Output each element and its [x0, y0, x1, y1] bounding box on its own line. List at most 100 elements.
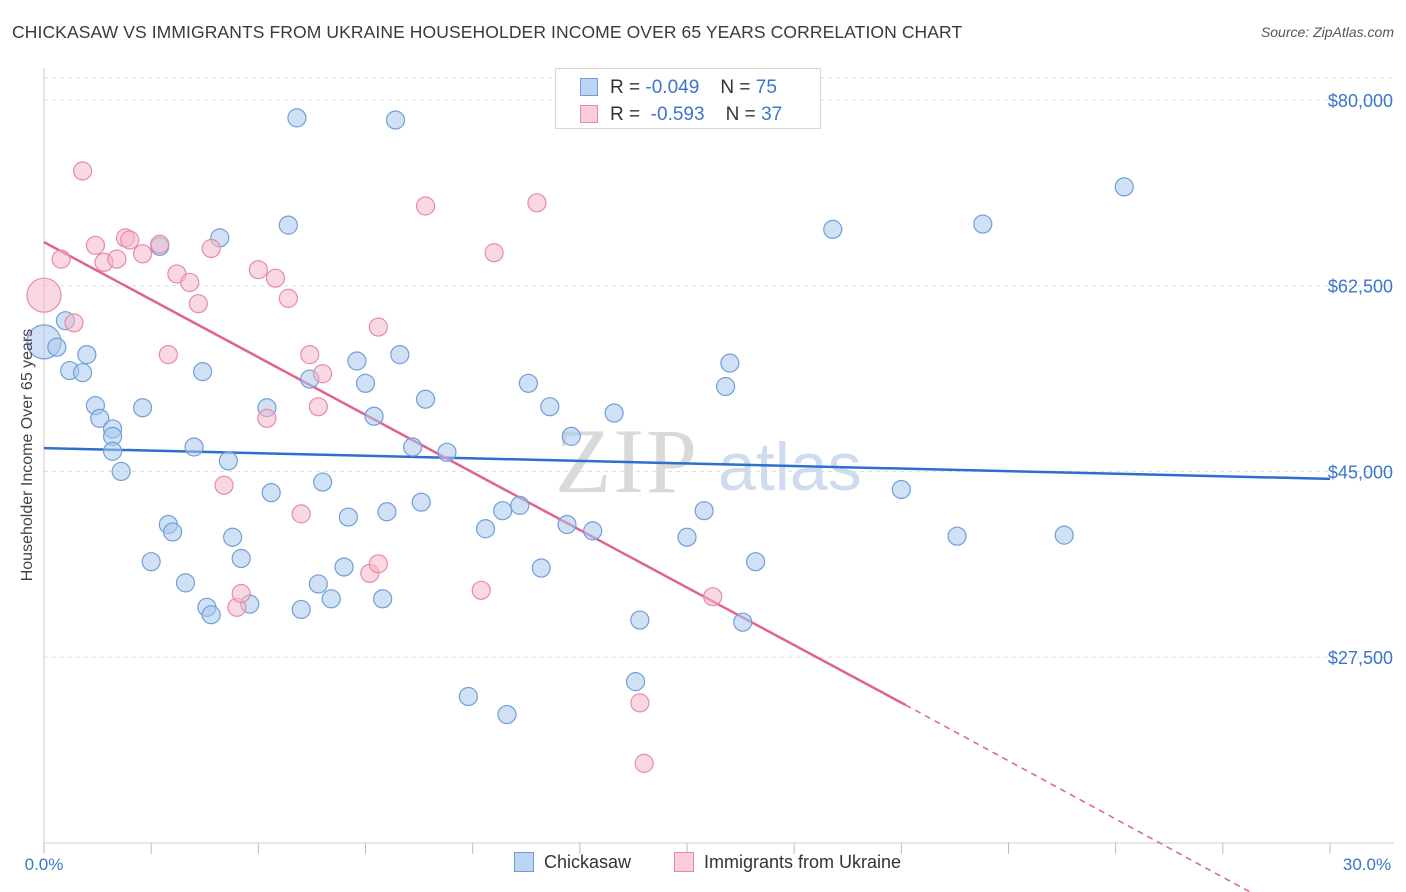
data-point-chickasaw [891, 479, 911, 500]
legend-r-label: R = [610, 77, 641, 98]
data-point-chickasaw [278, 215, 298, 235]
data-point-chickasaw [308, 574, 328, 594]
data-point-ukraine [107, 249, 127, 269]
data-point-ukraine [158, 345, 178, 365]
y-axis-label: Householder Income Over 65 years [19, 329, 36, 582]
data-point-chickasaw [694, 501, 714, 521]
data-point-ukraine [484, 243, 504, 263]
data-point-chickasaw [175, 573, 196, 593]
data-point-ukraine [257, 408, 277, 428]
data-point-chickasaw [540, 397, 560, 417]
data-point-ukraine [51, 249, 71, 269]
data-point-ukraine [248, 260, 268, 280]
data-point-chickasaw [201, 605, 221, 625]
data-point-ukraine [630, 693, 650, 713]
trend-line-ukraine-extrapolated [905, 704, 1252, 892]
data-point-ukraine [313, 364, 333, 384]
x-tick-label-max: 30.0% [1343, 855, 1391, 874]
data-point-ukraine [291, 504, 311, 524]
stats-legend: R = -0.049 N = 75 R = -0.593 N = 37 [555, 68, 821, 129]
bottom-legend-ukraine: Immigrants from Ukraine [674, 852, 901, 873]
source-label: Source: ZipAtlas.com [1260, 24, 1394, 40]
points-chickasaw [26, 108, 1134, 725]
data-point-chickasaw [72, 363, 93, 383]
data-point-chickasaw [47, 337, 67, 357]
data-point-ukraine [201, 238, 221, 259]
data-point-chickasaw [475, 519, 496, 539]
data-point-chickasaw [231, 548, 251, 569]
data-point-ukraine [85, 235, 106, 255]
data-point-chickasaw [102, 441, 123, 461]
data-point-ukraine [300, 345, 320, 365]
data-point-chickasaw [338, 507, 358, 527]
x-tick-label-min: 0.0% [25, 855, 64, 874]
bottom-legend-chickasaw: Chickasaw [514, 852, 631, 873]
data-point-ukraine [265, 268, 286, 288]
data-point-ukraine [308, 397, 328, 417]
data-point-ukraine [26, 277, 62, 313]
data-point-ukraine [471, 580, 491, 600]
y-tick-label: $27,500 [1328, 648, 1393, 668]
data-point-chickasaw [385, 110, 406, 130]
data-point-chickasaw [132, 398, 153, 418]
data-point-chickasaw [261, 483, 281, 503]
bottom-legend-label: Chickasaw [544, 852, 632, 872]
data-point-chickasaw [411, 492, 431, 512]
data-point-ukraine [72, 161, 93, 181]
data-point-chickasaw [347, 351, 367, 371]
data-point-ukraine [120, 230, 140, 250]
bottom-legend-label: Immigrants from Ukraine [704, 852, 902, 872]
data-point-chickasaw [223, 527, 243, 547]
bottom-legend-swatch-blue [514, 852, 534, 872]
data-point-chickasaw [947, 526, 967, 546]
data-point-chickasaw [334, 557, 354, 577]
data-point-chickasaw [630, 610, 650, 630]
data-point-ukraine [150, 234, 170, 254]
data-point-chickasaw [733, 612, 753, 632]
legend-r-value: -0.593 [650, 104, 705, 125]
data-point-chickasaw [184, 437, 204, 457]
x-ticks [43, 843, 1331, 854]
data-point-chickasaw [973, 214, 993, 234]
data-point-chickasaw [218, 451, 238, 471]
data-point-ukraine [703, 587, 723, 607]
legend-row-chickasaw: R = -0.049 N = 75 [580, 77, 777, 99]
data-point-chickasaw [377, 502, 397, 522]
data-point-chickasaw [313, 472, 333, 492]
gridlines [44, 77, 1394, 658]
data-point-chickasaw [583, 521, 603, 541]
points-ukraine [26, 161, 723, 773]
legend-n-value: 37 [761, 104, 783, 125]
data-point-ukraine [231, 583, 251, 604]
data-point-chickasaw [287, 108, 307, 128]
data-point-chickasaw [557, 514, 577, 535]
legend-row-ukraine: R = -0.593 N = 37 [580, 104, 782, 126]
data-point-chickasaw [364, 406, 384, 426]
data-point-chickasaw [415, 389, 436, 409]
y-tick-labels: $27,500 $45,000 $62,500 $80,000 [1328, 91, 1393, 668]
data-point-ukraine [132, 244, 153, 264]
legend-r-value: -0.049 [645, 77, 700, 98]
legend-swatch-pink [580, 105, 598, 123]
trend-line-chickasaw [43, 446, 1331, 481]
y-tick-label: $62,500 [1328, 277, 1393, 297]
y-tick-label: $45,000 [1328, 462, 1393, 482]
data-point-ukraine [180, 272, 200, 293]
legend-n-label: N = [720, 77, 751, 98]
legend-r-label: R = [610, 104, 641, 125]
legend-n-value: 75 [755, 77, 777, 98]
data-point-chickasaw [390, 345, 410, 365]
data-point-chickasaw [1054, 525, 1074, 545]
data-point-chickasaw [458, 686, 478, 707]
data-point-chickasaw [561, 426, 581, 446]
data-point-chickasaw [403, 437, 423, 457]
data-point-chickasaw [90, 408, 110, 428]
trend-chickasaw [43, 446, 1331, 481]
bottom-legend-swatch-pink [674, 852, 694, 872]
data-point-chickasaw [625, 672, 646, 692]
data-point-chickasaw [141, 552, 161, 572]
data-point-chickasaw [531, 558, 551, 578]
chart-title: CHICKASAW VS IMMIGRANTS FROM UKRAINE HOU… [12, 22, 963, 42]
axes [43, 68, 1394, 844]
